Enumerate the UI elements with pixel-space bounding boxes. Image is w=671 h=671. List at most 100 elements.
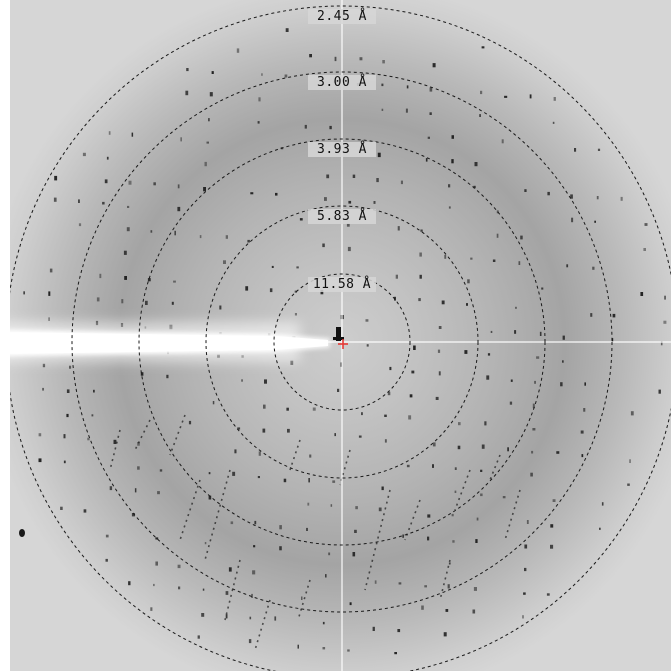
diffraction-spot [328, 552, 331, 556]
diffraction-spot [78, 223, 82, 227]
diffraction-spot [249, 616, 252, 620]
diffraction-spot [438, 371, 441, 376]
diffraction-spot [419, 274, 422, 279]
diffraction-spot [581, 454, 584, 458]
resolution-ring [71, 71, 613, 613]
diffraction-spot [131, 513, 135, 517]
diffraction-spot [347, 246, 351, 252]
diffraction-spot [264, 379, 267, 384]
diffraction-spot [467, 279, 470, 284]
diffraction-spot [389, 366, 392, 371]
diffraction-spot [630, 411, 634, 416]
diffraction-spot [532, 403, 535, 409]
ring-label: 3.00 Å [317, 74, 367, 90]
diffraction-spot [177, 564, 181, 569]
diffraction-spot [204, 161, 207, 167]
streaked-spot-row [439, 559, 451, 601]
diffraction-spot [108, 131, 111, 135]
diffraction-spot [337, 388, 340, 392]
diffraction-spot [42, 387, 44, 391]
diffraction-spot [435, 396, 439, 400]
diffraction-spot [501, 139, 504, 144]
diffraction-spot [145, 300, 148, 305]
diffraction-spot [42, 363, 46, 368]
diffraction-spot [424, 585, 427, 588]
diffraction-spot [126, 227, 130, 232]
diffraction-spot [180, 137, 182, 142]
ring-label-background [308, 277, 376, 292]
diffraction-spot [304, 124, 307, 129]
diffraction-spot [504, 95, 508, 98]
diffraction-spot [225, 614, 228, 619]
diffraction-spot [208, 118, 210, 122]
diffraction-spot [381, 83, 384, 87]
ring-label: 2.45 Å [317, 8, 367, 24]
diffraction-spot [381, 108, 384, 111]
diffraction-spot [208, 472, 211, 475]
diffraction-spot [155, 561, 158, 566]
diffraction-spot [574, 148, 577, 152]
diffraction-spot [382, 60, 385, 64]
diffraction-spot [203, 187, 206, 192]
diffraction-spot [283, 478, 287, 483]
diffraction-spot [487, 353, 491, 356]
diffraction-spot [473, 587, 477, 591]
diffraction-spot [150, 607, 153, 611]
diffraction-spot [104, 179, 108, 184]
diffraction-spot [479, 114, 481, 117]
diffraction-spot [448, 184, 451, 188]
diffraction-spot [384, 414, 387, 417]
diffraction-spot [258, 97, 261, 102]
diffraction-spot [594, 220, 596, 223]
diffraction-spot [123, 250, 127, 255]
diffraction-spot [285, 28, 289, 32]
diffraction-spot [49, 268, 53, 273]
diffraction-spot [250, 192, 254, 195]
streaked-spot-row [254, 599, 271, 651]
diffraction-spot [53, 197, 57, 202]
diffraction-spot [185, 90, 189, 96]
diffraction-spot [127, 205, 130, 208]
diffraction-spot [432, 464, 434, 468]
diffraction-spot [534, 380, 536, 384]
diffraction-spot [427, 536, 430, 541]
diffraction-spot [448, 562, 451, 565]
diffraction-spot [409, 394, 413, 398]
diffraction-spot [444, 254, 447, 259]
diffraction-spot [536, 356, 540, 359]
diffraction-spot [173, 280, 176, 283]
diffraction-spot [437, 349, 441, 353]
diffraction-spot [225, 235, 228, 239]
diffraction-spot [346, 223, 350, 227]
diffraction-spot [530, 472, 533, 477]
diffraction-spot [550, 524, 554, 528]
diffraction-spot [63, 434, 66, 439]
diffraction-spot [140, 372, 144, 376]
diffraction-spot [552, 499, 556, 502]
diffraction-spot [451, 513, 454, 517]
diffraction-spot [322, 647, 326, 650]
diffraction-spot [106, 156, 109, 160]
diffraction-spot [113, 439, 117, 444]
diffraction-spot [454, 490, 457, 493]
diffraction-spot [290, 360, 294, 365]
diffraction-spot [275, 192, 278, 196]
diffraction-spot [524, 567, 527, 572]
diffraction-spot [524, 189, 527, 192]
diffraction-spot [284, 74, 288, 78]
diffraction-spot [348, 200, 352, 204]
diffraction-spot [325, 574, 327, 578]
ring-label-background [308, 75, 376, 90]
streaked-spot-row [489, 454, 501, 481]
diffraction-spot [188, 420, 192, 425]
diffraction-spot [137, 442, 140, 446]
diffraction-spot [372, 626, 375, 631]
diffraction-spot [121, 299, 124, 304]
diffraction-spot [480, 469, 483, 472]
diffraction-spot [262, 428, 266, 433]
diffraction-spot [366, 344, 369, 347]
diffraction-spot [476, 517, 479, 521]
diffraction-spot [322, 243, 325, 248]
crosshair [10, 0, 671, 671]
diffraction-spot [454, 467, 457, 470]
